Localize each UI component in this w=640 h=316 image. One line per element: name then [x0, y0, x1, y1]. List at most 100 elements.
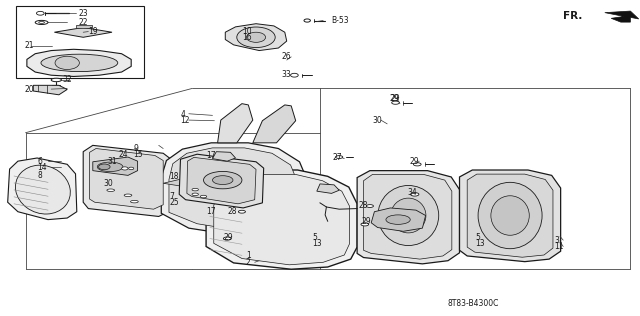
Ellipse shape — [386, 215, 410, 224]
Text: 21: 21 — [24, 41, 34, 50]
Text: 29: 29 — [389, 94, 399, 103]
Polygon shape — [214, 174, 349, 265]
Polygon shape — [206, 170, 357, 269]
Polygon shape — [161, 143, 307, 234]
Text: 11: 11 — [554, 242, 564, 251]
Polygon shape — [187, 157, 256, 204]
Polygon shape — [33, 85, 67, 95]
Text: 18: 18 — [170, 173, 179, 181]
Ellipse shape — [36, 11, 44, 15]
Text: 24: 24 — [118, 150, 128, 159]
Ellipse shape — [107, 189, 115, 191]
Text: 14: 14 — [37, 163, 47, 172]
Ellipse shape — [304, 19, 310, 22]
Text: B-53: B-53 — [332, 16, 349, 25]
Polygon shape — [93, 157, 138, 175]
Ellipse shape — [55, 56, 79, 70]
Text: 29: 29 — [410, 157, 419, 166]
Text: 28: 28 — [228, 207, 237, 216]
Polygon shape — [605, 11, 639, 22]
Ellipse shape — [192, 193, 198, 196]
Ellipse shape — [192, 188, 198, 191]
Text: 8: 8 — [37, 171, 42, 180]
Text: 22: 22 — [78, 18, 88, 27]
Text: 4: 4 — [180, 110, 186, 119]
Ellipse shape — [129, 167, 134, 170]
Ellipse shape — [15, 165, 70, 214]
Ellipse shape — [246, 32, 266, 42]
Ellipse shape — [131, 200, 138, 203]
Ellipse shape — [390, 198, 426, 233]
Ellipse shape — [413, 163, 421, 166]
Ellipse shape — [204, 171, 242, 189]
Text: 34: 34 — [407, 188, 417, 197]
Text: 15: 15 — [133, 150, 143, 159]
Text: 29: 29 — [224, 233, 234, 241]
Text: 6: 6 — [37, 157, 42, 166]
Polygon shape — [467, 174, 553, 257]
Ellipse shape — [478, 182, 542, 249]
Ellipse shape — [41, 54, 118, 71]
Text: 19: 19 — [88, 27, 98, 36]
Text: 16: 16 — [242, 33, 252, 42]
Ellipse shape — [361, 223, 369, 226]
Polygon shape — [225, 24, 287, 51]
Text: 29: 29 — [390, 94, 400, 103]
Polygon shape — [212, 152, 236, 161]
Text: 31: 31 — [108, 157, 117, 166]
Ellipse shape — [97, 162, 123, 172]
Text: 26: 26 — [282, 52, 291, 61]
Ellipse shape — [35, 20, 48, 24]
Ellipse shape — [223, 237, 231, 240]
Text: 28: 28 — [358, 201, 368, 210]
Text: 2: 2 — [246, 258, 250, 267]
Text: 13: 13 — [312, 239, 322, 248]
Polygon shape — [8, 158, 77, 220]
Ellipse shape — [392, 101, 399, 104]
Ellipse shape — [411, 193, 419, 196]
Ellipse shape — [336, 156, 343, 159]
Ellipse shape — [124, 194, 132, 197]
Text: 13: 13 — [475, 240, 484, 248]
Polygon shape — [16, 6, 144, 78]
Polygon shape — [54, 27, 112, 37]
Text: 5: 5 — [312, 233, 317, 241]
Text: 3: 3 — [554, 236, 559, 245]
Polygon shape — [179, 154, 264, 208]
Text: FR.: FR. — [563, 11, 582, 21]
Ellipse shape — [99, 164, 110, 170]
Polygon shape — [253, 105, 296, 143]
Text: 5: 5 — [475, 233, 480, 242]
Ellipse shape — [122, 167, 128, 170]
Ellipse shape — [239, 210, 246, 213]
Polygon shape — [364, 174, 452, 259]
Text: 32: 32 — [63, 76, 72, 84]
Ellipse shape — [212, 176, 233, 185]
Polygon shape — [460, 170, 561, 262]
Text: 7: 7 — [170, 192, 175, 201]
Polygon shape — [76, 25, 92, 28]
Text: 33: 33 — [282, 70, 291, 79]
Text: 17: 17 — [206, 151, 216, 160]
Text: 9: 9 — [133, 144, 138, 153]
Text: 27: 27 — [333, 154, 342, 162]
Text: 8T83-B4300C: 8T83-B4300C — [448, 300, 499, 308]
Ellipse shape — [200, 195, 207, 198]
Polygon shape — [371, 208, 426, 231]
Polygon shape — [218, 104, 253, 143]
Ellipse shape — [291, 73, 298, 77]
Polygon shape — [90, 149, 163, 209]
Text: 30: 30 — [104, 179, 113, 188]
Polygon shape — [83, 145, 172, 216]
Polygon shape — [163, 179, 186, 186]
Polygon shape — [317, 184, 339, 193]
Text: 1: 1 — [246, 252, 250, 260]
Text: 23: 23 — [78, 9, 88, 18]
Text: 17: 17 — [206, 207, 216, 216]
Polygon shape — [27, 49, 131, 76]
Polygon shape — [169, 148, 297, 229]
Ellipse shape — [366, 205, 373, 208]
Text: 29: 29 — [362, 217, 371, 226]
Ellipse shape — [491, 196, 529, 235]
Text: 25: 25 — [170, 198, 179, 207]
